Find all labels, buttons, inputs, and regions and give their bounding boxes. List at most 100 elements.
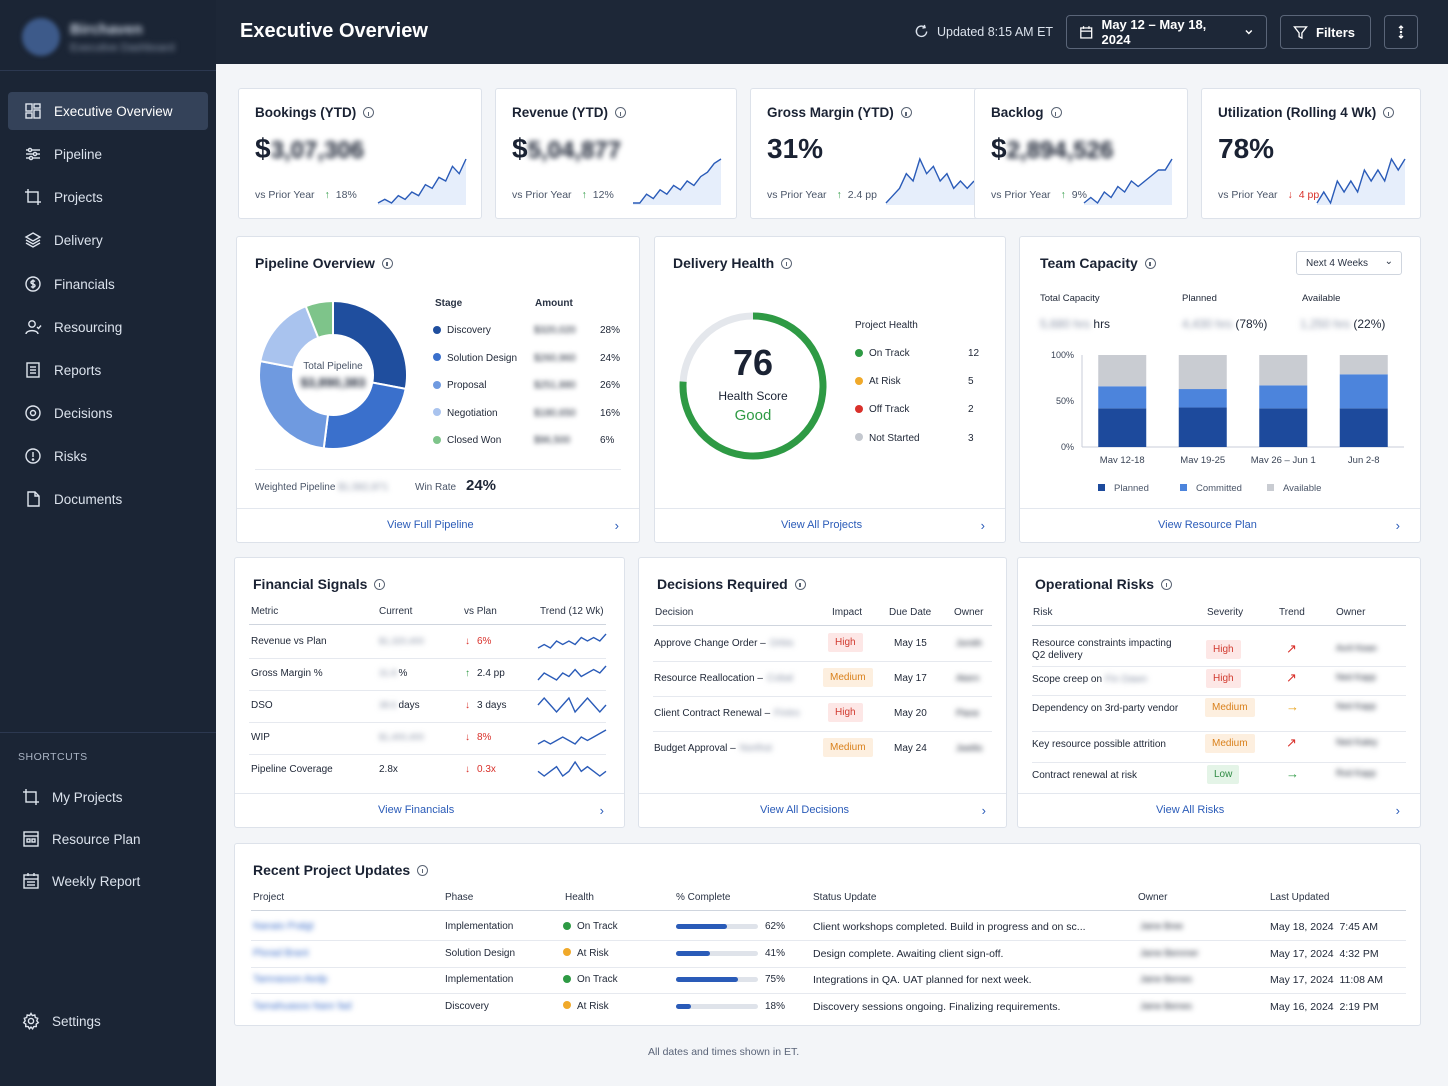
risk-name[interactable]: Key resource possible attrition xyxy=(1032,739,1182,751)
kpi-value: $2,894,526 xyxy=(991,133,1113,165)
risk-name[interactable]: Resource constraints impacting Q2 delive… xyxy=(1032,638,1182,661)
nav-delivery[interactable]: Delivery xyxy=(8,221,208,259)
info-icon[interactable] xyxy=(1050,107,1062,118)
kpi-value-number: 5,04,877 xyxy=(527,137,621,164)
risk-owner: Ned Kapp xyxy=(1336,701,1377,711)
capacity-bar-segment[interactable] xyxy=(1178,407,1227,447)
card-title: Operational Risks xyxy=(1035,576,1173,592)
capacity-bar-segment[interactable] xyxy=(1098,355,1147,387)
capacity-bar-segment[interactable] xyxy=(1339,374,1388,409)
info-icon[interactable] xyxy=(363,107,375,118)
chevron-right-icon[interactable]: › xyxy=(981,803,986,818)
row-divider xyxy=(1032,762,1406,763)
nav-projects[interactable]: Projects xyxy=(8,178,208,216)
nav-label: Projects xyxy=(54,189,103,205)
capacity-bar-segment[interactable] xyxy=(1098,408,1147,447)
nav-financials[interactable]: Financials xyxy=(8,265,208,303)
view-full-pipeline-link[interactable]: View Full Pipeline xyxy=(387,519,474,531)
shortcut-weekly-report[interactable]: Weekly Report xyxy=(6,862,206,900)
capacity-bar-segment[interactable] xyxy=(1098,386,1147,409)
nav-pipeline[interactable]: Pipeline xyxy=(8,135,208,173)
risk-owner: Ned Kapp xyxy=(1336,672,1377,682)
capacity-bar-segment[interactable] xyxy=(1259,408,1308,447)
donut-slice[interactable] xyxy=(304,299,334,340)
refresh-icon[interactable] xyxy=(914,24,929,39)
project-link[interactable]: Tamrasson Aedp xyxy=(253,974,328,985)
chevron-right-icon[interactable]: › xyxy=(1395,803,1400,818)
filters-button[interactable]: Filters xyxy=(1280,15,1371,49)
capacity-bar-segment[interactable] xyxy=(1339,408,1388,447)
health-score-label: Health Score xyxy=(718,389,788,403)
capacity-bar-segment[interactable] xyxy=(1178,355,1227,390)
nav-label: Risks xyxy=(54,448,87,464)
view-all-decisions-link[interactable]: View All Decisions xyxy=(760,804,850,816)
decision-name[interactable]: Client Contract Renewal – Fintro xyxy=(654,708,800,719)
card-footer: View Financials › xyxy=(235,793,624,827)
col-due-date: Due Date xyxy=(889,607,932,618)
view-financials-link[interactable]: View Financials xyxy=(378,804,455,816)
nav-label: Resourcing xyxy=(54,319,123,335)
nav-resourcing[interactable]: Resourcing xyxy=(8,308,208,346)
info-icon[interactable] xyxy=(781,257,793,269)
health-item-label: On Track xyxy=(869,348,910,359)
info-icon[interactable] xyxy=(1144,257,1156,269)
view-all-projects-link[interactable]: View All Projects xyxy=(781,519,863,531)
project-link[interactable]: Nanaio Pralgt xyxy=(253,921,314,932)
project-phase: Implementation xyxy=(445,974,514,985)
nav-documents[interactable]: Documents xyxy=(8,480,208,518)
shortcut-label: Resource Plan xyxy=(52,831,141,847)
info-icon[interactable] xyxy=(1161,578,1173,590)
health-score-status: Good xyxy=(734,407,772,424)
capacity-bar-segment[interactable] xyxy=(1259,355,1308,386)
info-icon[interactable] xyxy=(381,257,393,269)
risk-name[interactable]: Contract renewal at risk xyxy=(1032,770,1182,782)
nav-executive-overview[interactable]: Executive Overview xyxy=(8,92,208,130)
progress-bar xyxy=(676,1003,758,1009)
shortcut-resource-plan[interactable]: Resource Plan xyxy=(6,820,206,858)
nav-decisions[interactable]: Decisions xyxy=(8,394,208,432)
chevron-right-icon[interactable]: › xyxy=(614,518,619,533)
info-icon[interactable] xyxy=(615,107,627,118)
info-icon[interactable] xyxy=(794,578,806,590)
capacity-bar-segment[interactable] xyxy=(1178,389,1227,408)
decision-name[interactable]: Resource Reallocation – Cobal xyxy=(654,673,793,684)
total-pipeline-value: $3,890,383 xyxy=(300,375,366,390)
risk-name[interactable]: Scope creep on Fin Dawn xyxy=(1032,674,1182,686)
stage-pct: 16% xyxy=(600,407,621,419)
shortcut-label: Weekly Report xyxy=(52,873,141,889)
nav-risks[interactable]: Risks xyxy=(8,437,208,475)
risk-name[interactable]: Dependency on 3rd-party vendor xyxy=(1032,703,1182,715)
project-link[interactable]: Tamahuasoo Nanr fad xyxy=(253,1000,352,1012)
view-resource-plan-link[interactable]: View Resource Plan xyxy=(1158,519,1257,531)
decision-owner: Akern xyxy=(956,673,980,683)
info-icon[interactable] xyxy=(417,864,429,876)
health-item-label: At Risk xyxy=(869,376,901,388)
delta-value: 2.4 pp xyxy=(477,668,505,679)
project-link[interactable]: Plorad Brant xyxy=(253,947,309,959)
kpi-value-number: 3,07,306 xyxy=(270,137,364,164)
chevron-right-icon[interactable]: › xyxy=(1395,518,1400,533)
status-dot xyxy=(855,376,863,385)
date-range-picker[interactable]: May 12 – May 18, 2024 xyxy=(1066,15,1267,49)
project-owner: Jaine Bree xyxy=(1140,921,1184,931)
shortcut-my-projects[interactable]: My Projects xyxy=(6,778,206,816)
view-all-risks-link[interactable]: View All Risks xyxy=(1156,804,1225,816)
capacity-bar-segment[interactable] xyxy=(1339,355,1388,375)
decision-name[interactable]: Budget Approval – Northst xyxy=(654,743,772,754)
info-icon[interactable] xyxy=(900,107,912,118)
more-options-button[interactable] xyxy=(1384,15,1418,49)
decision-name[interactable]: Approve Change Order – Orbis xyxy=(654,638,794,649)
period-select[interactable]: Next 4 Weeks ⌄ xyxy=(1296,251,1402,275)
donut-slice[interactable] xyxy=(332,299,408,391)
chevron-right-icon[interactable]: › xyxy=(599,803,604,818)
nav-reports[interactable]: Reports xyxy=(8,351,208,389)
filters-label: Filters xyxy=(1316,24,1356,40)
nav-label: Decisions xyxy=(54,405,113,421)
capacity-bar-segment[interactable] xyxy=(1259,385,1308,409)
info-icon[interactable] xyxy=(374,578,386,590)
nav-settings[interactable]: Settings xyxy=(6,1002,206,1040)
chevron-right-icon[interactable]: › xyxy=(980,518,985,533)
info-icon[interactable] xyxy=(1383,107,1395,118)
donut-slice[interactable] xyxy=(322,381,407,450)
metric-vs-plan: ↓ 3 days xyxy=(465,700,506,711)
